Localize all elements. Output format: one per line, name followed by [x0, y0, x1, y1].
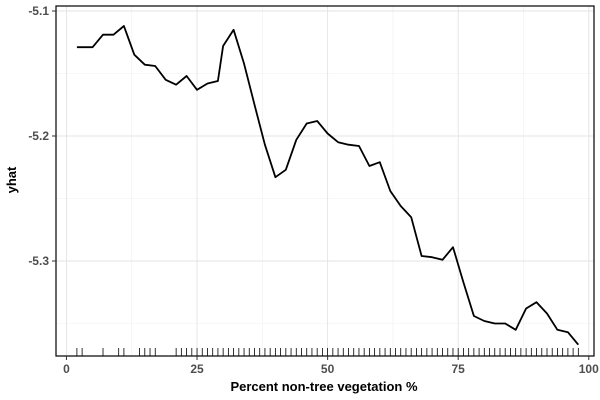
panel-border — [55, 5, 595, 357]
series-group — [76, 25, 579, 346]
x-tick-label: 100 — [579, 362, 599, 376]
y-tick-label: -5.2 — [28, 129, 49, 143]
series-line — [76, 25, 579, 346]
x-axis-title: Percent non-tree vegetation % — [230, 379, 418, 394]
major-gridlines — [56, 6, 594, 356]
x-tick-label: 0 — [63, 362, 70, 376]
minor-gridlines — [56, 6, 594, 356]
x-tick-label: 75 — [452, 362, 466, 376]
x-tick-label: 25 — [190, 362, 204, 376]
y-axis-title: yhat — [4, 166, 19, 193]
y-tick-label: -5.1 — [28, 4, 49, 18]
x-axis-ticks: 0 25 50 75 100 — [63, 356, 599, 376]
y-axis-ticks: -5.3 -5.2 -5.1 — [28, 4, 56, 268]
y-tick-label: -5.3 — [28, 254, 49, 268]
rug-marks — [76, 348, 579, 356]
x-tick-label: 50 — [321, 362, 335, 376]
